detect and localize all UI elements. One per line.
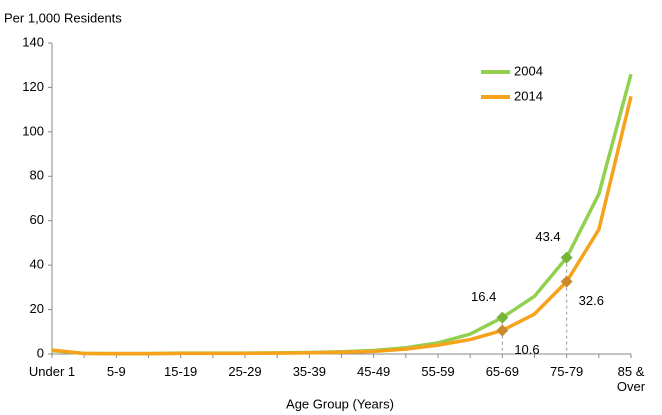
- data-label: 16.4: [471, 289, 496, 304]
- x-tick-label: 85 & Over: [616, 364, 646, 394]
- y-tick-label: 120: [22, 79, 44, 94]
- y-tick-label: 20: [30, 301, 44, 316]
- x-axis-label: Age Group (Years): [286, 396, 394, 411]
- x-tick-label: 75-79: [550, 364, 584, 379]
- y-tick-label: 80: [30, 168, 44, 183]
- legend-label: 2014: [514, 88, 543, 103]
- data-label: 32.6: [579, 293, 604, 308]
- legend-label: 2004: [514, 63, 543, 78]
- y-tick-label: 140: [22, 34, 44, 49]
- point-marker: [496, 311, 509, 324]
- data-label: 43.4: [535, 229, 560, 244]
- y-tick-label: 100: [22, 123, 44, 138]
- y-tick-label: 40: [30, 257, 44, 272]
- y-tick-label: 0: [37, 345, 44, 360]
- data-label: 10.6: [514, 342, 539, 357]
- x-tick-label: 65-69: [485, 364, 519, 379]
- x-tick-label: 35-39: [292, 364, 326, 379]
- x-tick-label: Under 1: [28, 364, 76, 379]
- x-tick-label: 15-19: [164, 364, 198, 379]
- y-axis-label: Per 1,000 Residents: [4, 10, 122, 25]
- point-marker: [496, 324, 509, 337]
- series-line: [51, 95, 633, 356]
- x-tick-label: 25-29: [228, 364, 262, 379]
- point-marker: [560, 251, 573, 264]
- x-tick-label: 45-49: [357, 364, 391, 379]
- y-tick-label: 60: [30, 212, 44, 227]
- x-tick-label: 55-59: [421, 364, 455, 379]
- x-tick-label: 5-9: [106, 364, 126, 379]
- series-line: [51, 73, 633, 356]
- point-marker: [560, 275, 573, 288]
